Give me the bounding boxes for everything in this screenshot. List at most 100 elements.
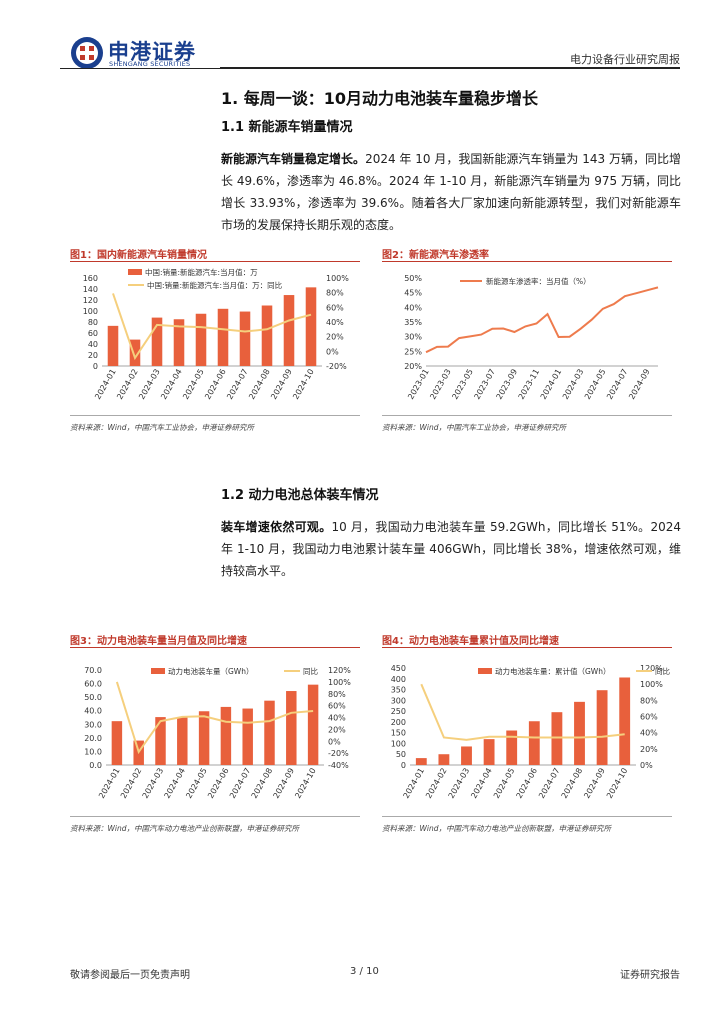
- subsection-title-battery: 1.2 动力电池总体装车情况: [221, 488, 379, 503]
- bar-2024-01: [111, 721, 123, 765]
- x-axis-tick-label: 2023-09: [495, 368, 520, 401]
- bar-2024-08: [261, 305, 273, 366]
- x-axis-tick-label: 2024-09: [272, 767, 297, 800]
- bar-2024-05: [506, 730, 518, 765]
- left-axis-tick-label: 450: [391, 664, 406, 673]
- right-axis-tick-label: 120%: [640, 664, 663, 673]
- paragraph-battery-body: 10 月，我国动力电池装车量 59.2GWh，同比增长 51%。2024 年 1…: [221, 520, 681, 578]
- figure-3-chart: 0.0 10.0 20.0 30.0 40.0 50.0 60.0 70.0 -40% -20% 0…: [84, 666, 351, 800]
- figure-4-top-rule: [382, 647, 672, 648]
- figure-2-caption: 图2：新能源汽车渗透率: [382, 250, 489, 261]
- report-type-label: 电力设备行业研究周报: [570, 53, 680, 66]
- paragraph-sales-lead: 新能源汽车销量稳定增长。: [221, 152, 366, 166]
- x-axis-tick-label: 2024-01: [97, 767, 122, 800]
- bar-2024-06: [217, 308, 229, 366]
- right-axis-tick-label: 0%: [640, 761, 653, 770]
- right-axis-tick-label: 120%: [328, 666, 351, 675]
- left-axis-tick-label: 0: [401, 761, 406, 770]
- x-axis-tick-label: 2024-01: [402, 767, 427, 800]
- figure-4-source: 资料来源：Wind，中国汽车动力电池产业创新联盟，申港证券研究所: [382, 824, 612, 833]
- bar-2024-09: [596, 690, 608, 765]
- bar-2024-04: [177, 717, 188, 765]
- right-axis-tick-label: 100%: [326, 274, 349, 283]
- yoy-line: [112, 293, 312, 361]
- bar-2024-01: [415, 758, 427, 765]
- section-title: 1. 每周一谈：10月动力电池装车量稳步增长: [221, 89, 539, 108]
- bar-2024-05: [195, 313, 207, 366]
- left-axis-tick-label: 70.0: [84, 666, 102, 675]
- x-axis-tick-label: 2024-03: [141, 767, 166, 800]
- x-axis-tick-label: 2024-07: [225, 368, 250, 401]
- x-axis-tick-label: 2024-07: [537, 767, 562, 800]
- left-axis-tick-label: 60: [88, 329, 98, 338]
- left-axis-tick-label: 50.0: [84, 693, 102, 702]
- x-axis-tick-label: 2024-03: [137, 368, 162, 401]
- figure-1-top-rule: [70, 261, 360, 262]
- x-axis-tick-label: 2024-07: [605, 368, 630, 401]
- left-axis-tick-label: 80: [88, 318, 98, 327]
- left-axis-tick-label: 60.0: [84, 680, 102, 689]
- bar-2024-01: [107, 325, 119, 366]
- x-axis-tick-label: 2024-05: [492, 767, 517, 800]
- legend-line-label: 同比: [655, 666, 670, 676]
- x-axis-tick-label: 2023-01: [406, 368, 431, 401]
- x-axis-tick-label: 2024-02: [119, 767, 144, 800]
- left-axis-tick-label: 0.0: [89, 761, 102, 770]
- header-divider-accent: [220, 67, 680, 69]
- left-axis-tick-label: 0: [93, 362, 98, 371]
- x-axis-tick-label: 2024-04: [163, 767, 188, 800]
- x-axis-tick-label: 2023-03: [428, 368, 453, 401]
- x-axis-tick-label: 2024-05: [184, 767, 209, 800]
- legend-bar-label: 动力电池装车量：累计值（GWh）: [495, 666, 610, 676]
- figure-3-caption: 图3：动力电池装车量当月值及同比增速: [70, 636, 247, 647]
- bar-2024-07: [239, 311, 251, 366]
- x-axis-tick-label: 2024-10: [291, 368, 316, 401]
- subsection-title-sales: 1.1 新能源车销量情况: [221, 120, 353, 135]
- company-logo-icon: [71, 37, 103, 69]
- y-axis-tick-label: 40%: [404, 303, 422, 312]
- left-axis-tick-label: 30.0: [84, 720, 102, 729]
- bar-2024-07: [551, 712, 563, 765]
- right-axis-tick-label: 20%: [328, 725, 346, 734]
- x-axis-tick-label: 2024-05: [583, 368, 608, 401]
- bar-2024-10: [619, 677, 631, 765]
- x-axis-tick-label: 2024-02: [115, 368, 140, 401]
- left-axis-tick-label: 300: [391, 696, 406, 705]
- paragraph-battery-lead: 装车增速依然可观。: [221, 520, 332, 534]
- x-axis-tick-label: 2024-04: [469, 767, 494, 800]
- x-axis-tick-label: 2023-11: [517, 368, 542, 401]
- x-axis-tick-label: 2024-08: [250, 767, 275, 800]
- left-axis-tick-label: 400: [391, 675, 406, 684]
- figure-2-source: 资料来源：Wind，中国汽车工业协会，申港证券研究所: [382, 423, 567, 432]
- bar-2024-03: [155, 717, 166, 765]
- legend-bar-swatch: [478, 668, 492, 674]
- left-axis-tick-label: 10.0: [84, 747, 102, 756]
- x-axis-tick-label: 2023-07: [473, 368, 498, 401]
- x-axis-tick-label: 2024-06: [206, 767, 231, 800]
- figure-1-chart: 0 20 40 60 80 100 120 140 160 -20% 0% 20% 40% 60% 80% 1…: [83, 267, 350, 401]
- bar-2024-04: [483, 739, 495, 765]
- left-axis-tick-label: 140: [83, 285, 98, 294]
- left-axis-tick-label: 120: [83, 296, 98, 305]
- right-axis-tick-label: 40%: [326, 318, 344, 327]
- left-axis-tick-label: 100: [391, 739, 406, 748]
- x-axis-tick-label: 2024-05: [181, 368, 206, 401]
- bar-2024-02: [129, 339, 141, 366]
- right-axis-tick-label: 60%: [640, 713, 658, 722]
- x-axis-tick-label: 2024-08: [247, 368, 272, 401]
- footer-doc-type: 证券研究报告: [620, 970, 680, 981]
- x-axis-tick-label: 2023-05: [450, 368, 475, 401]
- left-axis-tick-label: 200: [391, 718, 406, 727]
- bar-2024-02: [438, 754, 450, 765]
- figure-1-source: 资料来源：Wind，中国汽车工业协会，申港证券研究所: [70, 423, 255, 432]
- x-axis-tick-label: 2024-07: [228, 767, 253, 800]
- left-axis-tick-label: 40: [88, 340, 98, 349]
- figure-2-chart: 20%25%30%35%40%45%50%2023-012023-032023-…: [404, 274, 659, 401]
- legend-bar-swatch: [151, 668, 165, 674]
- left-axis-tick-label: 40.0: [84, 707, 102, 716]
- left-axis-tick-label: 20: [88, 351, 98, 360]
- legend-bar-swatch: [128, 269, 142, 275]
- bar-2024-08: [264, 700, 275, 765]
- right-axis-tick-label: 100%: [640, 680, 663, 689]
- figure-1-caption: 图1：国内新能源汽车销量情况: [70, 250, 207, 261]
